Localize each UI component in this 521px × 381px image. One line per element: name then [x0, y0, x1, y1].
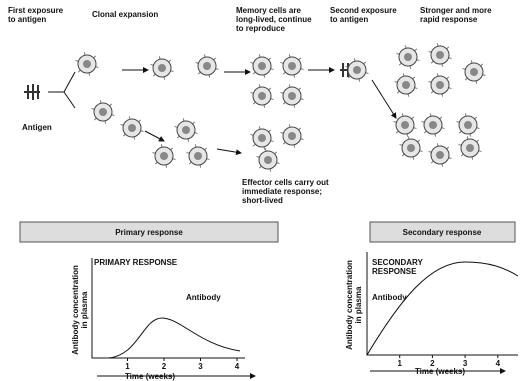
x-tick-label: 3: [198, 362, 203, 371]
cell-nucleus: [83, 60, 91, 68]
cell-spike: [154, 161, 158, 165]
cell-spike: [168, 59, 172, 63]
cell-nucleus: [353, 66, 361, 74]
x-axis-label: Time (weeks): [125, 372, 175, 381]
cell-spike: [111, 114, 115, 117]
label: long-lived, continue: [236, 15, 312, 24]
label: Antigen: [22, 123, 52, 132]
label: to antigen: [8, 15, 46, 24]
cell-spike: [252, 101, 256, 105]
cell-nucleus: [404, 53, 412, 61]
cell-nucleus: [401, 121, 409, 129]
cell-spike: [188, 161, 192, 165]
cell-nucleus: [407, 144, 415, 152]
cell-nucleus: [182, 126, 190, 134]
cell-spike: [120, 123, 124, 126]
axes: [91, 252, 518, 379]
cell-spike: [213, 57, 217, 61]
x-tick-label: 4: [496, 359, 501, 368]
cell-spike: [197, 71, 201, 75]
cell-nucleus: [160, 152, 168, 160]
cell-spike: [122, 133, 126, 137]
primary-header-box: [19, 221, 279, 243]
cell-nucleus: [128, 124, 136, 132]
x-tick-label: 2: [162, 362, 167, 371]
arrows: [122, 67, 397, 156]
cell-nucleus: [258, 62, 266, 70]
cell-spike: [152, 73, 156, 77]
cell-nucleus: [402, 81, 410, 89]
cell-nucleus: [99, 108, 107, 116]
cell-nucleus: [470, 68, 478, 76]
cells: [75, 43, 486, 172]
cell-nucleus: [288, 62, 296, 70]
x-axis-label: Time (weeks): [415, 367, 465, 376]
branch: [48, 71, 76, 109]
cell-nucleus: [464, 121, 472, 129]
cell-nucleus: [194, 152, 202, 160]
panel-header: Primary response: [115, 228, 183, 237]
label: to reproduce: [236, 24, 285, 33]
label: Memory cells are: [236, 6, 301, 15]
cell-spike: [204, 147, 208, 151]
cell-spike: [176, 135, 180, 139]
cell-nucleus: [436, 81, 444, 89]
label: First exposure: [8, 6, 64, 15]
label: Clonal expansion: [92, 10, 158, 19]
chart-title: SECONDARY: [372, 258, 423, 267]
chart-title: RESPONSE: [372, 267, 417, 276]
cell-nucleus: [258, 92, 266, 100]
secondary-header-box: [369, 221, 516, 243]
cell-spike: [252, 71, 256, 75]
label: Effector cells carry out: [242, 178, 329, 187]
cell-nucleus: [158, 64, 166, 72]
x-tick-label: 1: [125, 362, 130, 371]
label: short-lived: [242, 196, 283, 205]
y-axis-label: in plasma: [80, 291, 89, 328]
y-axis-label: in plasma: [354, 286, 363, 323]
cell-nucleus: [429, 121, 437, 129]
cell-spike: [75, 59, 79, 62]
primary-curve: [107, 317, 241, 359]
x-tick-label: 1: [397, 359, 402, 368]
cell-nucleus: [288, 92, 296, 100]
cell-nucleus: [203, 62, 211, 70]
cell-spike: [252, 143, 256, 147]
cell-nucleus: [436, 51, 444, 59]
label: immediate response;: [242, 187, 322, 196]
cell-nucleus: [288, 132, 296, 140]
secondary-curve: [366, 261, 519, 356]
x-tick-label: 2: [430, 359, 435, 368]
cell-spike: [138, 119, 142, 123]
cell-nucleus: [466, 144, 474, 152]
cell-spike: [91, 107, 95, 110]
cell-spike: [170, 147, 174, 151]
panel-header: Secondary response: [403, 228, 482, 237]
cell-spike: [192, 121, 196, 125]
chart-title: PRIMARY RESPONSE: [94, 258, 178, 267]
cell-nucleus: [436, 151, 444, 159]
x-tick-label: 3: [463, 359, 468, 368]
curve-label: Antibody: [372, 293, 407, 302]
cell-spike: [95, 66, 99, 69]
cell-nucleus: [264, 156, 272, 164]
label: to antigen: [330, 15, 368, 24]
antigen: [24, 63, 352, 100]
x-tick-label: 4: [235, 362, 240, 371]
y-axis-label: Antibody concentration: [345, 260, 354, 350]
label: Second exposure: [330, 6, 397, 15]
label: rapid response: [420, 15, 478, 24]
curve-label: Antibody: [186, 293, 221, 302]
cell-nucleus: [258, 134, 266, 142]
y-axis-label: Antibody concentration: [71, 265, 80, 355]
label: Stronger and more: [420, 6, 492, 15]
